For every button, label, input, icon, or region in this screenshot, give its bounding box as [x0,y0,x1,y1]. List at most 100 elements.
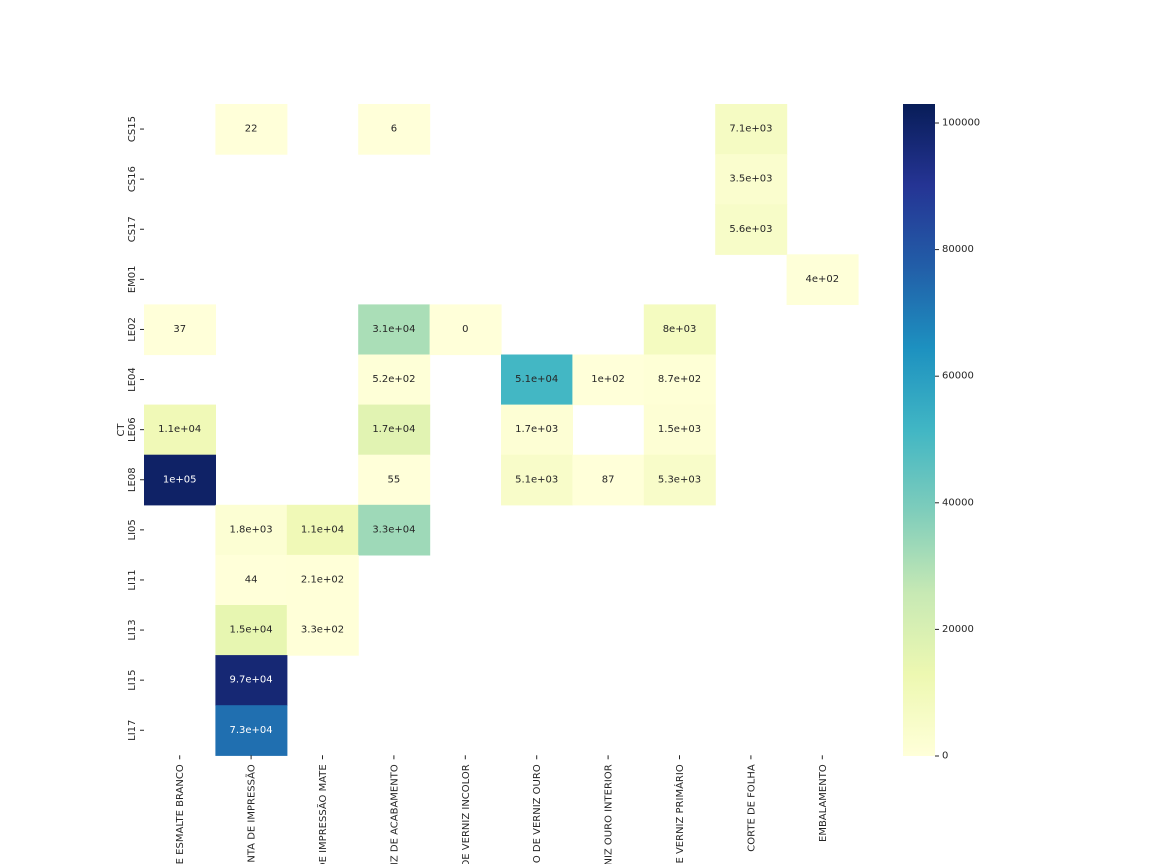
y-tick-label: LI13 [127,619,138,640]
cell-value-label: 5.2e+02 [372,374,415,385]
cell-value-label: 1.1e+04 [301,524,344,535]
heatmap-cells: 22 6 7.1e+03 3.5e+03 5.6e+03 4e+02 37 3.1e+04 0 8… [144,104,859,756]
cell-value-label: 0 [462,324,468,335]
cell-value-label: 7.1e+03 [729,124,772,135]
cell-value-label: 9.7e+04 [230,675,273,686]
cell-value-label: 1.7e+03 [515,424,558,435]
heatmap-cell [572,454,645,506]
y-tick-label: LE02 [127,317,138,342]
heatmap-cell [715,154,788,205]
cell-value-label: 3.1e+04 [372,324,415,335]
cell-value-label: 3.3e+04 [372,524,415,535]
x-tick-label: EMBALAMENTO [818,764,829,842]
cell-value-label: 3.5e+03 [729,174,772,185]
y-tick-label: CS17 [127,216,138,242]
x-tick-label: NIZ OURO INTERIOR [604,764,615,864]
cell-value-label: 1.1e+04 [158,424,201,435]
x-tick-label: DE IMPRESSÃO MATE [316,764,329,864]
cell-value-label: 1.8e+03 [230,524,273,535]
y-tick-label: LE06 [127,417,138,442]
cell-value-label: 1e+05 [163,474,197,485]
cell-value-label: 1.5e+04 [230,625,273,636]
heatmap-cell [358,404,431,456]
heatmap-cell [715,104,788,155]
cell-value-label: 37 [173,324,186,335]
colorbar-tick-label: 40000 [942,497,974,508]
cell-value-label: 1e+02 [591,374,625,385]
heatmap-cell [501,404,573,456]
heatmap-cell [286,554,359,606]
y-axis: CS15 CS16 CS17 EM01 LE02 LE04 LE06 LE08 LI05 LI11… [127,116,144,741]
x-tick-label: IZ DE ACABAMENTO [389,764,400,864]
heatmap-cell [286,605,359,656]
heatmap-cell [501,354,573,406]
cell-value-label: 5.6e+03 [729,224,772,235]
heatmap-cell [358,304,431,356]
heatmap-cell [215,655,288,706]
heatmap-cell [358,504,431,556]
x-axis: E ESMALTE BRANCO NTA DE IMPRESSÃO DE IMPRE… [175,755,829,868]
colorbar-tick-label: 80000 [942,244,974,255]
cell-value-label: 7.3e+04 [230,725,273,736]
heatmap-cell [643,354,716,406]
cell-value-label: 5.1e+04 [515,374,558,385]
y-tick-label: LI05 [127,519,138,540]
x-tick-label: E ESMALTE BRANCO [175,764,186,864]
heatmap-cell [215,705,288,756]
x-tick-label: DE VERNIZ INCOLOR [461,764,472,864]
heatmap-cell [144,404,216,456]
cell-value-label: 44 [245,574,258,585]
x-tick-label: O DE VERNIZ OURO [532,764,543,863]
y-tick-label: LE08 [127,467,138,492]
cell-value-label: 55 [388,474,401,485]
cell-value-label: 4e+02 [805,274,839,285]
cell-value-label: 5.1e+03 [515,474,558,485]
x-tick-label: CORTE DE FOLHA [746,764,757,852]
heatmap-cell [501,454,573,506]
heatmap-cell [358,454,431,506]
y-tick-label: LI17 [127,720,138,741]
y-tick-label: CS16 [127,166,138,192]
heatmap-cell [786,254,859,305]
colorbar-tick-label: 100000 [942,117,980,128]
cell-value-label: 5.3e+03 [658,474,701,485]
heatmap-cell [286,504,359,556]
heatmap-cell [572,354,645,406]
y-tick-label: LI11 [127,569,138,590]
y-tick-label: EM01 [127,266,138,294]
cell-value-label: 6 [391,124,397,135]
cell-value-label: 8.7e+02 [658,374,701,385]
y-tick-label: CS15 [127,116,138,142]
colorbar-tick-label: 20000 [942,624,974,635]
y-tick-label: LE04 [127,367,138,392]
colorbar-tick-label: 60000 [942,371,974,382]
colorbar-tick-label: 0 [942,751,948,762]
cell-value-label: 22 [245,124,258,135]
heatmap-cell [144,304,216,356]
heatmap-cell [215,104,288,155]
heatmap-cell [643,454,716,506]
heatmap-cell [715,204,788,255]
heatmap-cell [643,304,716,356]
heatmap-cell [643,404,716,456]
heatmap-cell [144,454,216,506]
heatmap-cell [429,304,502,356]
cell-value-label: 2.1e+02 [301,574,344,585]
heatmap-cell [358,354,431,406]
y-tick-label: LI15 [127,670,138,691]
cell-value-label: 8e+03 [663,324,697,335]
cell-value-label: 1.5e+03 [658,424,701,435]
cell-value-label: 1.7e+04 [372,424,415,435]
heatmap-cell [358,104,431,155]
cell-value-label: 3.3e+02 [301,625,344,636]
x-tick-label: E VERNIZ PRIMÁRIO [673,764,686,863]
y-axis-label: CT [116,423,127,437]
heatmap-cell [215,504,288,556]
x-tick-label: NTA DE IMPRESSÃO [245,764,258,862]
heatmap-cell [215,605,288,656]
colorbar: 0 20000 40000 60000 80000 100000 [903,104,980,762]
colorbar-gradient [903,104,935,756]
heatmap-cell [215,554,288,606]
